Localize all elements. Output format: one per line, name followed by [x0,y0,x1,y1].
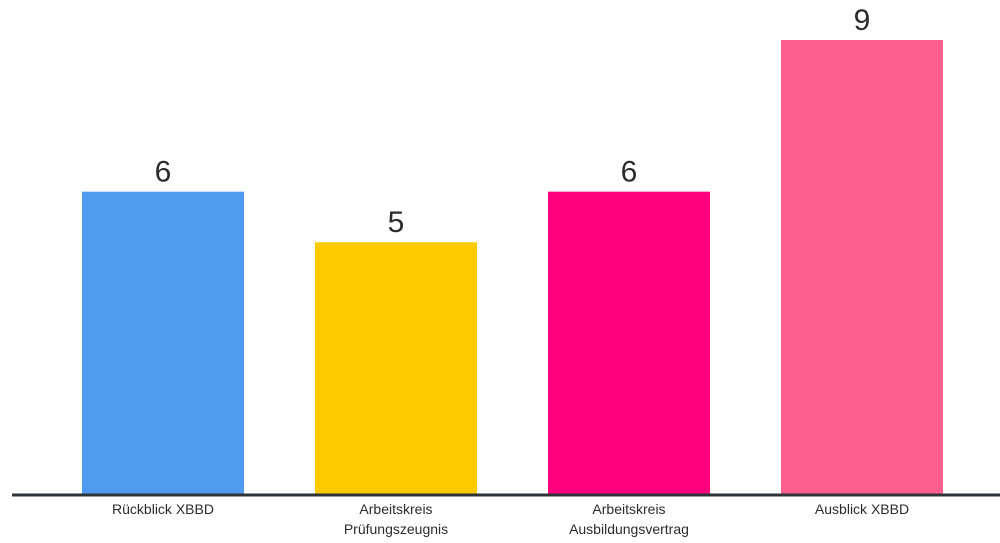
category-label-line: Arbeitskreis [359,501,432,517]
category-labels-layer: Rückblick XBBD Arbeitskreis Prüfungszeugni… [112,501,909,537]
category-label-line: Ausbildungsvertrag [569,521,689,537]
bar-1 [82,191,244,495]
bar-2 [315,242,477,495]
category-label-line: Ausblick XBBD [815,501,909,517]
bar-value-label-3: 6 [621,156,638,189]
value-labels-layer: 6 5 6 9 [155,4,871,239]
bar-4 [781,40,943,495]
category-label-line: Prüfungszeugnis [344,521,448,537]
category-label-2: Arbeitskreis Prüfungszeugnis [344,501,448,537]
bar-3 [548,191,710,495]
category-label-3: Arbeitskreis Ausbildungsvertrag [569,501,689,537]
bars-layer [82,40,943,495]
category-label-line: Rückblick XBBD [112,501,214,517]
bar-value-label-4: 9 [854,4,871,37]
category-label-4: Ausblick XBBD [815,501,909,517]
bar-value-label-2: 5 [388,206,405,239]
category-label-1: Rückblick XBBD [112,501,214,517]
category-label-line: Arbeitskreis [592,501,665,517]
bar-value-label-1: 6 [155,156,172,189]
